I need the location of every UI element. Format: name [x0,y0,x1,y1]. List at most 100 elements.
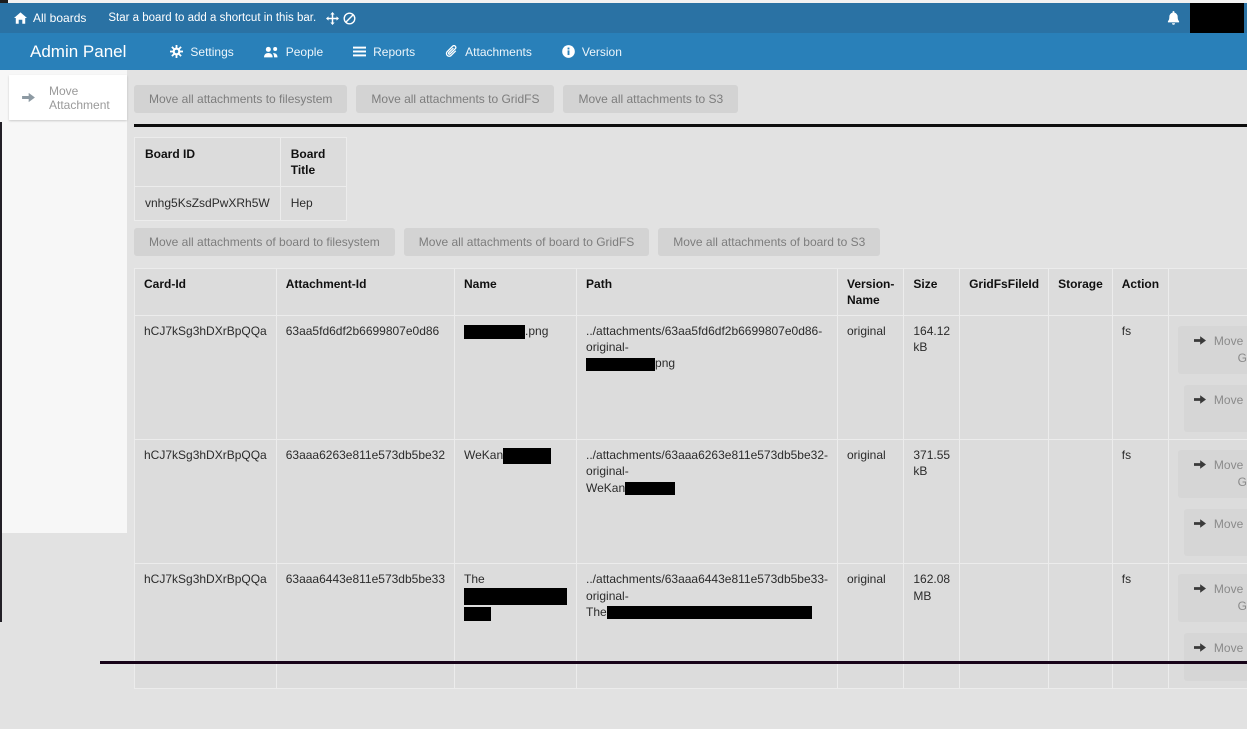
arrow-right-icon [1194,642,1206,653]
redacted-user-menu[interactable] [1190,3,1244,33]
attachments-header-row: Card-Id Attachment-Id Name Path Version-… [135,268,1247,315]
move-attachment-s3-button[interactable]: Move attachment to S3 [1184,633,1247,681]
version-name-cell: original [838,315,904,439]
size-cell: 371.55 kB [904,440,960,564]
attachment-row: hCJ7kSg3hDXrBpQQa 63aaa6443e811e573db5be… [135,564,1247,688]
nav-item-settings[interactable]: Settings [170,45,233,59]
arrow-right-icon [22,92,35,103]
people-icon [264,46,279,58]
path-header: Path [577,268,838,315]
star-hint-text: Star a board to add a shortcut in this b… [108,12,316,24]
nav-label-version: Version [582,45,622,59]
gridfsfileid-cell [960,564,1049,688]
board-title-header: Board Title [280,138,346,187]
ban-icon[interactable] [343,12,356,25]
size-cell: 164.12 kB [904,315,960,439]
nav-item-attachments[interactable]: Attachments [445,45,532,59]
notifications-bell-icon[interactable] [1167,11,1180,25]
attachment-row: hCJ7kSg3hDXrBpQQa 63aaa6263e811e573db5be… [135,440,1247,564]
list-icon [353,46,366,57]
row-buttons-cell: Move attachment to GridFS Move attachmen… [1169,564,1247,688]
path-cell: ../attachments/63aaa6443e811e573db5be33-… [577,564,838,688]
arrow-right-icon [1194,583,1206,594]
attachments-table: Card-Id Attachment-Id Name Path Version-… [134,268,1247,689]
row-buttons-cell: Move attachment to GridFS Move attachmen… [1169,315,1247,439]
attachment-id-cell: 63aa5fd6df2b6699807e0d86 [276,315,454,439]
star-hint: Star a board to add a shortcut in this b… [108,12,356,25]
table-row: vnhg5KsZsdPwXRh5W Hep [135,187,347,220]
global-actions: Move all attachments to filesystem Move … [134,85,1247,113]
main-content: Move all attachments to filesystem Move … [127,70,1247,729]
redacted-path [625,482,675,495]
version-name-cell: original [838,564,904,688]
storage-header: Storage [1049,268,1113,315]
nav-item-version[interactable]: Version [562,45,622,59]
sidebar-item-move-attachment[interactable]: Move Attachment [9,75,127,120]
redacted-name [464,588,567,605]
version-name-header: Version-Name [838,268,904,315]
divider [134,124,1247,127]
action-cell: fs [1112,564,1168,688]
board-id-header: Board ID [135,138,281,187]
redacted-name [464,607,491,621]
card-id-cell: hCJ7kSg3hDXrBpQQa [135,564,277,688]
arrow-right-icon [1194,459,1206,470]
version-name-cell: original [838,440,904,564]
move-attachment-gridfs-button[interactable]: Move attachment to GridFS [1178,574,1247,622]
window-left-edge-artifact [0,122,2,622]
board-table: Board ID Board Title vnhg5KsZsdPwXRh5W H… [134,137,347,221]
move-board-s3-button[interactable]: Move all attachments of board to S3 [658,228,880,256]
arrow-right-icon [1194,518,1206,529]
nav-label-reports: Reports [373,45,415,59]
window-edge-artifact [0,0,8,3]
all-boards-label: All boards [33,11,86,25]
nav-label-settings: Settings [190,45,233,59]
move-attachment-gridfs-button[interactable]: Move attachment to GridFS [1178,450,1247,498]
move-icon[interactable] [326,12,339,25]
arrow-right-icon [1194,335,1206,346]
card-id-cell: hCJ7kSg3hDXrBpQQa [135,440,277,564]
action-cell: fs [1112,440,1168,564]
move-all-filesystem-button[interactable]: Move all attachments to filesystem [134,85,347,113]
board-id-cell: vnhg5KsZsdPwXRh5W [135,187,281,220]
action-cell: fs [1112,315,1168,439]
board-title-cell: Hep [280,187,346,220]
sidebar-item-label: Move Attachment [49,84,127,112]
size-cell: 162.08 MB [904,564,960,688]
gridfsfileid-header: GridFsFileId [960,268,1049,315]
paperclip-icon [445,45,458,58]
attachment-id-cell: 63aaa6263e811e573db5be32 [276,440,454,564]
move-all-gridfs-button[interactable]: Move all attachments to GridFS [356,85,554,113]
redacted-name [464,325,525,339]
move-all-s3-button[interactable]: Move all attachments to S3 [563,85,738,113]
nav-item-people[interactable]: People [264,45,323,59]
top-bar: All boards Star a board to add a shortcu… [0,3,1247,33]
nav-item-reports[interactable]: Reports [353,45,415,59]
attachment-row: hCJ7kSg3hDXrBpQQa 63aa5fd6df2b6699807e0d… [135,315,1247,439]
name-cell: .png [455,315,577,439]
nav-label-attachments: Attachments [465,45,532,59]
all-boards-link[interactable]: All boards [14,11,86,25]
move-board-gridfs-button[interactable]: Move all attachments of board to GridFS [404,228,649,256]
path-cell: ../attachments/63aaa6263e811e573db5be32-… [577,440,838,564]
board-actions: Move all attachments of board to filesys… [134,228,1247,256]
move-attachment-s3-button[interactable]: Move attachment to S3 [1184,509,1247,557]
storage-cell [1049,440,1113,564]
card-id-header: Card-Id [135,268,277,315]
nav-label-people: People [286,45,323,59]
window-top-strip [0,0,1247,3]
gridfsfileid-cell [960,315,1049,439]
size-header: Size [904,268,960,315]
info-icon [562,45,575,58]
row-buttons-cell: Move attachment to GridFS Move attachmen… [1169,440,1247,564]
gridfsfileid-cell [960,440,1049,564]
page-title: Admin Panel [30,42,126,62]
move-board-filesystem-button[interactable]: Move all attachments of board to filesys… [134,228,395,256]
move-attachment-s3-button[interactable]: Move attachment to S3 [1184,385,1247,433]
path-cell: ../attachments/63aa5fd6df2b6699807e0d86-… [577,315,838,439]
move-attachment-gridfs-button[interactable]: Move attachment to GridFS [1178,326,1247,374]
buttons-header [1169,268,1247,315]
redacted-path [586,358,655,371]
attachment-id-cell: 63aaa6443e811e573db5be33 [276,564,454,688]
card-id-cell: hCJ7kSg3hDXrBpQQa [135,315,277,439]
